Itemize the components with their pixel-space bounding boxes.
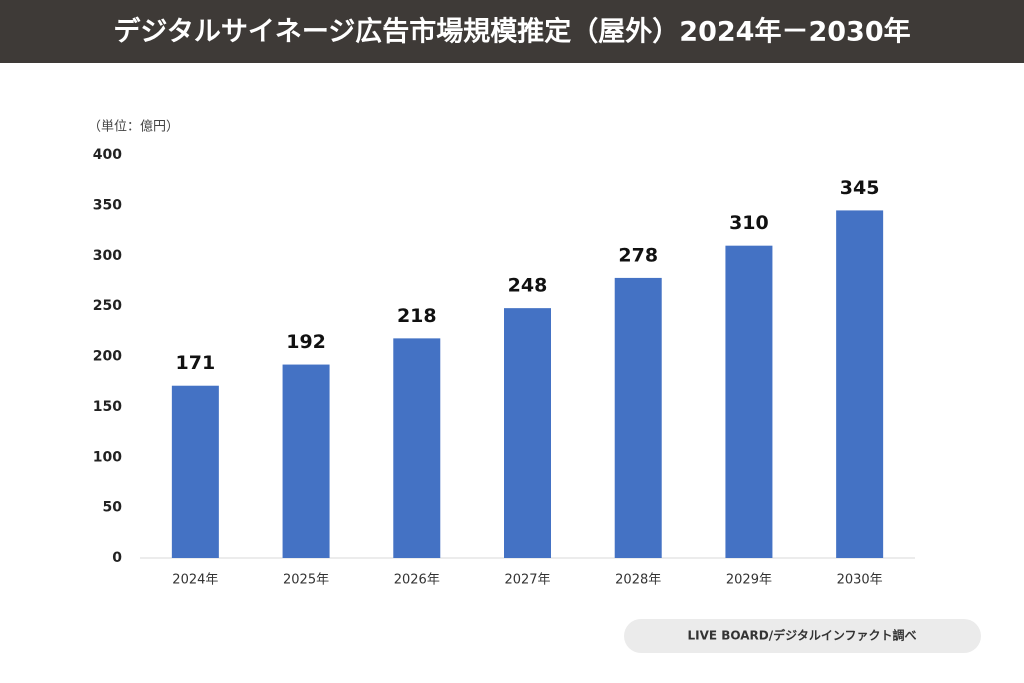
unit-label: （単位：億円） bbox=[88, 119, 179, 135]
x-tick-label: 2026年 bbox=[394, 573, 440, 588]
y-tick-label: 100 bbox=[93, 449, 122, 465]
y-tick-label: 50 bbox=[103, 500, 123, 516]
x-tick-label: 2028年 bbox=[615, 573, 661, 588]
bar bbox=[282, 364, 330, 558]
source: LIVE BOARD/デジタルインファクト調べ bbox=[687, 628, 916, 643]
data-label: 171 bbox=[176, 352, 216, 374]
source-pill bbox=[624, 619, 981, 653]
data-label: 310 bbox=[729, 212, 769, 234]
header-bar bbox=[0, 0, 1024, 63]
bar bbox=[725, 245, 773, 559]
data-label: 278 bbox=[618, 244, 658, 266]
y-tick-label: 0 bbox=[112, 550, 122, 566]
y-tick-label: 350 bbox=[93, 197, 122, 213]
x-tick-label: 2027年 bbox=[504, 573, 550, 588]
chart-title: デジタルサイネージ広告市場規模推定（屋外）2024年－2030年 bbox=[113, 16, 910, 48]
bar bbox=[393, 338, 441, 558]
data-label: 218 bbox=[397, 305, 437, 327]
bar bbox=[504, 308, 551, 558]
data-label: 192 bbox=[286, 331, 326, 353]
data-label: 345 bbox=[840, 177, 880, 199]
data-label: 248 bbox=[508, 275, 548, 297]
x-tick-label: 2025年 bbox=[283, 573, 329, 588]
bar bbox=[614, 277, 662, 558]
y-tick-label: 200 bbox=[93, 349, 122, 365]
y-tick-label: 150 bbox=[93, 399, 122, 415]
bar bbox=[171, 385, 219, 558]
x-tick-label: 2030年 bbox=[837, 573, 883, 588]
y-tick-label: 400 bbox=[93, 147, 122, 163]
x-tick-label: 2029年 bbox=[726, 573, 772, 588]
bar bbox=[836, 210, 884, 558]
x-tick-label: 2024年 bbox=[172, 573, 218, 588]
y-tick-label: 250 bbox=[93, 298, 122, 314]
y-tick-label: 300 bbox=[93, 248, 122, 264]
